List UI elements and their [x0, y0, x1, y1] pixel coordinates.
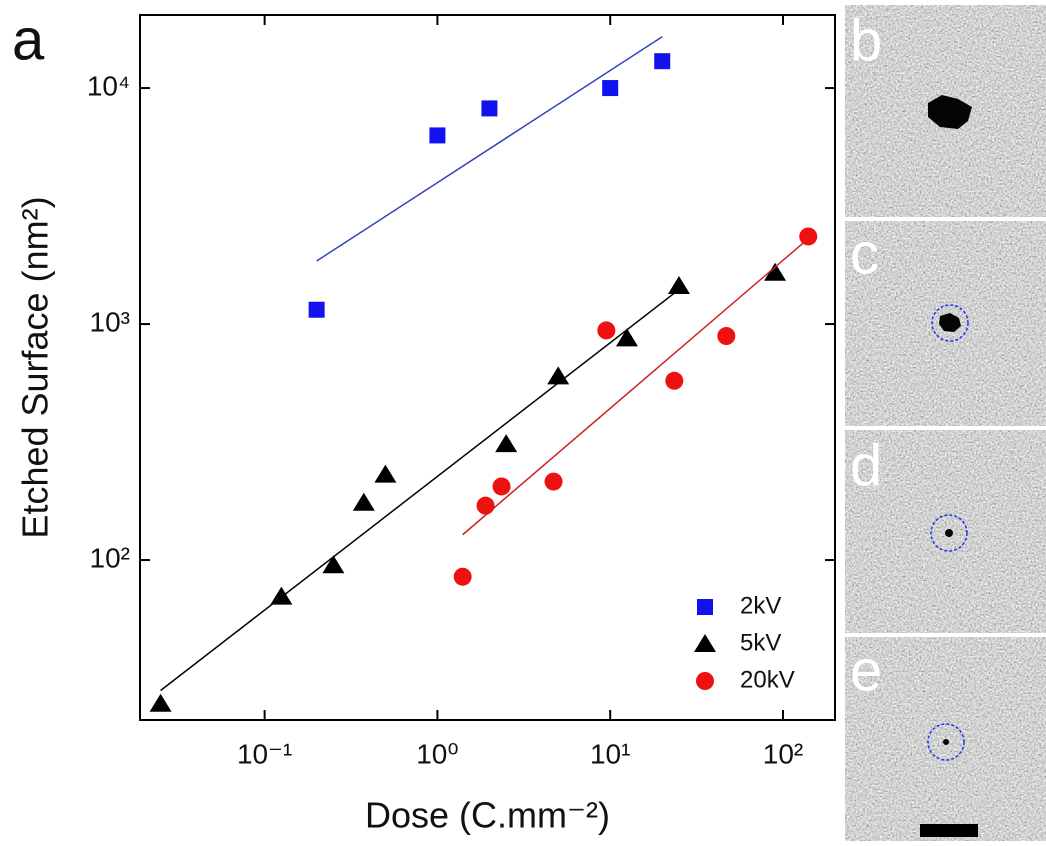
etched-hole	[945, 529, 953, 537]
y-axis-label: Etched Surface (nm²)	[15, 196, 56, 538]
data-point	[547, 366, 570, 385]
data-point	[429, 127, 446, 144]
etched-hole	[943, 739, 949, 745]
legend-label: 20kV	[740, 666, 795, 693]
data-point	[597, 321, 616, 340]
data-point	[799, 227, 818, 246]
data-point	[615, 328, 638, 347]
panel-letters: b c d e	[850, 8, 882, 703]
data-point	[481, 100, 498, 117]
data-point	[665, 371, 684, 390]
legend-label: 5kV	[740, 629, 781, 656]
highlight-circle	[927, 723, 965, 761]
y-tick-label: 10²	[90, 542, 130, 573]
data-point	[476, 496, 495, 515]
data-point	[308, 301, 325, 318]
data-point	[495, 434, 518, 453]
panel-label: a	[12, 7, 45, 72]
fit-line	[160, 288, 680, 692]
etched-hole	[939, 313, 961, 332]
data-point	[270, 586, 293, 605]
x-tick-label: 10²	[763, 738, 803, 769]
plot-frame	[139, 14, 836, 721]
highlight-circle	[931, 304, 969, 342]
legend-marker	[696, 672, 714, 690]
data-point	[374, 464, 397, 483]
data-point	[654, 53, 671, 70]
x-tick-label: 10¹	[590, 738, 630, 769]
data-point	[667, 275, 690, 294]
x-tick-label: 10⁰	[416, 738, 458, 769]
data-point	[764, 262, 787, 281]
fit-line	[462, 238, 809, 536]
data-point	[492, 477, 511, 496]
x-tick-label: 10⁻¹	[237, 738, 292, 769]
etched-hole	[928, 95, 972, 129]
data-point	[602, 80, 619, 97]
data-point	[149, 693, 172, 712]
micrograph	[845, 637, 1046, 841]
highlight-circle	[930, 514, 968, 552]
data-point	[544, 472, 563, 491]
legend-marker	[697, 599, 713, 615]
micrographs	[845, 5, 1046, 841]
fit-line	[316, 36, 663, 262]
data-point	[322, 555, 345, 574]
data-point	[717, 327, 736, 346]
legend-label: 2kV	[740, 592, 781, 619]
panel-label: d	[850, 433, 882, 498]
panel-label: b	[850, 8, 882, 73]
panel-label: e	[850, 638, 882, 703]
y-tick-label: 10³	[90, 306, 130, 337]
x-axis-label: Dose (C.mm⁻²)	[365, 795, 610, 836]
data-point	[453, 567, 472, 586]
y-tick-label: 10⁴	[87, 70, 130, 101]
legend-marker	[694, 634, 716, 652]
data-point	[352, 492, 375, 511]
scale-bar	[920, 824, 978, 837]
panel-label: c	[850, 221, 879, 286]
